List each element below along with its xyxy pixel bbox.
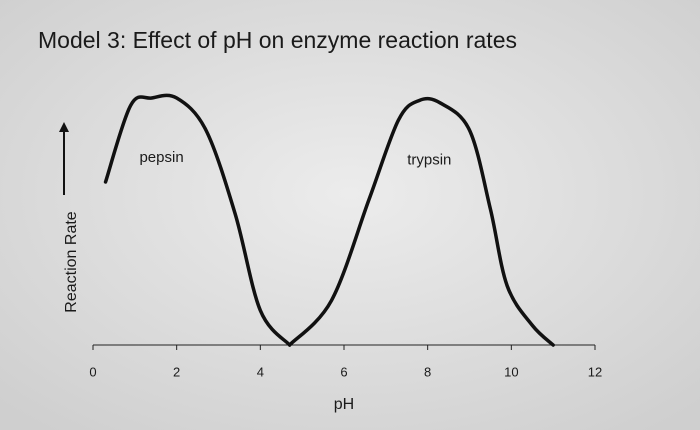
x-tick-label: 8 (424, 364, 431, 379)
y-axis-label: Reaction Rate (63, 211, 80, 312)
y-axis-arrowhead (59, 122, 69, 132)
x-tick-label: 4 (257, 364, 264, 379)
x-tick-label: 0 (89, 364, 96, 379)
x-axis-label: pH (334, 396, 354, 413)
chart-title: Model 3: Effect of pH on enzyme reaction… (38, 27, 517, 53)
x-tick-label: 12 (588, 364, 602, 379)
line-trypsin (287, 96, 555, 347)
x-tick-label: 6 (340, 364, 347, 379)
line-pepsin (103, 93, 292, 347)
series-label: pepsin (139, 149, 183, 166)
x-tick-label: 10 (504, 364, 518, 379)
series-label: trypsin (407, 151, 451, 168)
x-tick-label: 2 (173, 364, 180, 379)
